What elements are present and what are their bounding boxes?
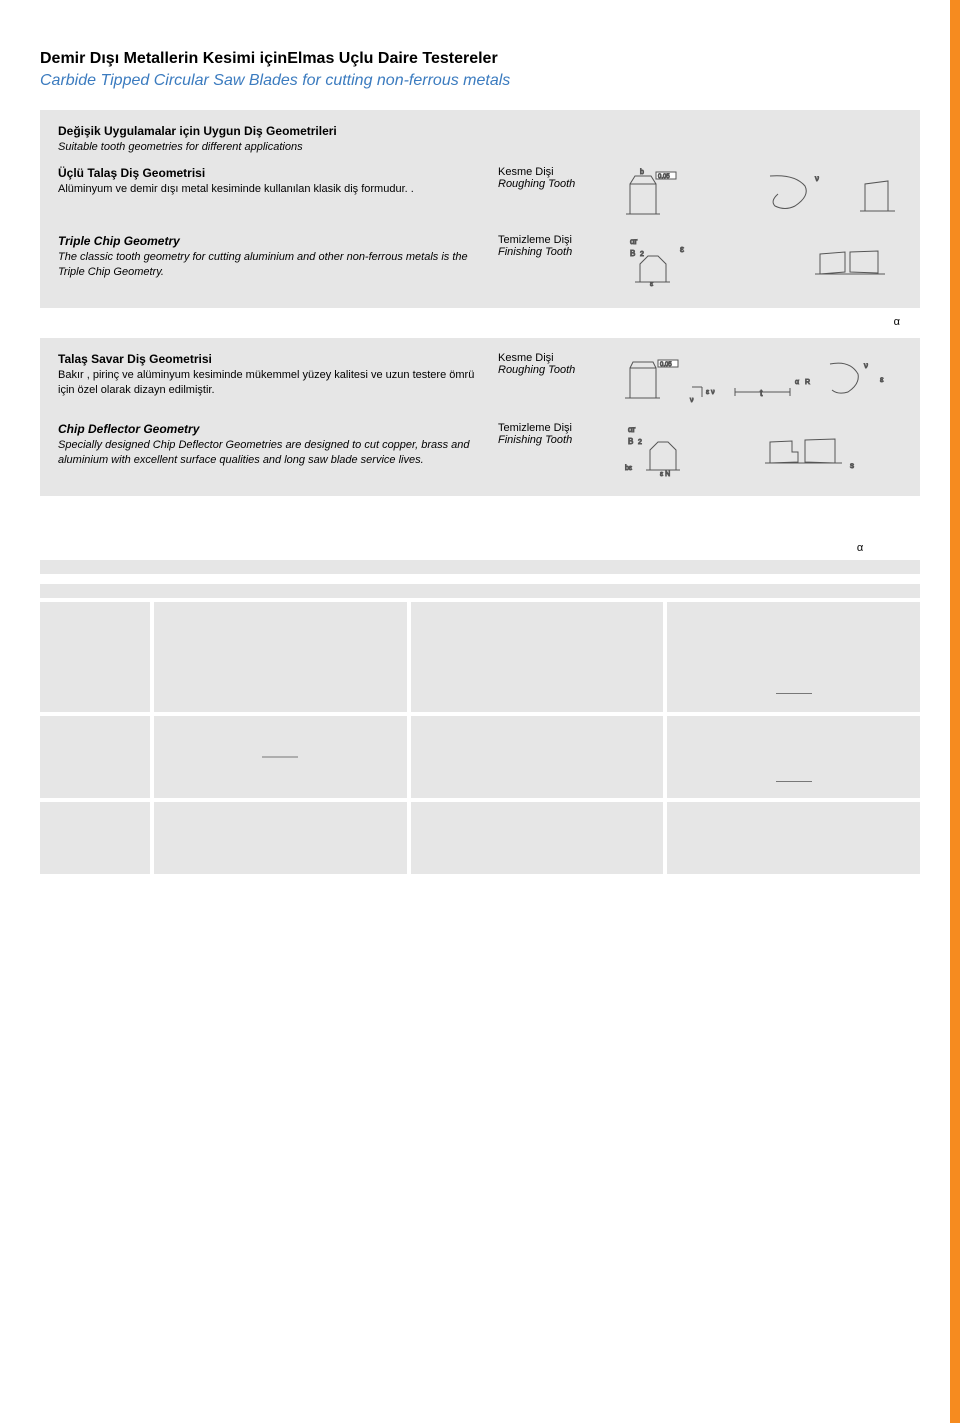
finishing-label-tr-2: Temizleme Dişi [498,422,618,434]
svg-text:ε N: ε N [660,471,670,477]
svg-text:ε ν: ε ν [706,389,715,396]
roughing-label-tr-2: Kesme Dişi [498,352,618,364]
svg-text:0.05: 0.05 [660,362,672,368]
svg-text:α: α [795,379,799,386]
alpha-mark-2: α [800,540,920,560]
svg-text:t: t [760,388,763,398]
page-title-en: Carbide Tipped Circular Saw Blades for c… [40,72,920,90]
finishing-label-1: Temizleme Dişi Finishing Tooth [498,234,618,294]
row-finishing-2: Chip Deflector Geometry Specially design… [58,422,902,482]
accent-bar [950,0,960,1423]
chip-deflector-body-en: Specially designed Chip Deflector Geomet… [58,438,486,467]
page-root: Demir Dışı Metallerin Kesimi içinElmas U… [0,0,960,1423]
finishing-label-tr-1: Temizleme Dişi [498,234,618,246]
chip-deflector-body-tr: Bakır , pirinç ve alüminyum kesiminde mü… [58,368,486,397]
roughing-label-en-2: Roughing Tooth [498,364,618,376]
roughing-label-en-1: Roughing Tooth [498,178,618,190]
diagram-finishing-1: αr B 2 ε ε [618,234,902,294]
svg-text:bε: bε [625,465,632,472]
triple-chip-en-block: Triple Chip Geometry The classic tooth g… [58,234,498,294]
svg-text:s: s [850,461,854,470]
roughing-tooth-svg-2: 0.05 t α R ν ε ν [618,352,902,407]
table-row-small [40,802,920,874]
table-cell [411,602,664,712]
rule-line-icon [776,781,812,782]
section-chip-deflector: Talaş Savar Diş Geometrisi Bakır , pirin… [40,338,920,496]
table-row-mid [40,716,920,798]
table-cell [154,602,407,712]
intro-title-tr: Değişik Uygulamalar için Uygun Diş Geome… [58,124,902,138]
triple-chip-title-tr: Üçlü Talaş Diş Geometrisi [58,166,486,180]
table-cell [40,602,150,712]
alpha-mark-1: α [40,312,920,338]
table-cell [154,716,407,798]
svg-text:ν: ν [690,397,694,404]
alpha-row-mid: α [40,540,920,560]
finishing-label-en-1: Finishing Tooth [498,246,618,258]
diagram-finishing-2: αr B 2 bε ε N s [618,422,902,482]
triple-chip-body-en: The classic tooth geometry for cutting a… [58,250,486,279]
svg-text:ν: ν [815,174,819,183]
table-cell [154,802,407,874]
row-finishing-1: Triple Chip Geometry The classic tooth g… [58,234,902,294]
gap-1 [40,500,920,540]
rule-line-icon [262,757,298,758]
svg-text:2: 2 [640,251,644,258]
table-cell [40,802,150,874]
page-title-tr: Demir Dışı Metallerin Kesimi içinElmas U… [40,50,920,68]
table-row-large [40,602,920,712]
finishing-label-2: Temizleme Dişi Finishing Tooth [498,422,618,482]
intro-title-en: Suitable tooth geometries for different … [58,140,902,154]
svg-text:αr: αr [630,237,638,246]
triple-chip-tr-block: Üçlü Talaş Diş Geometrisi Alüminyum ve d… [58,166,498,226]
diagram-roughing-2: 0.05 t α R ν ε ν [618,352,902,412]
svg-text:B: B [630,249,635,258]
chip-deflector-en-block: Chip Deflector Geometry Specially design… [58,422,498,482]
svg-text:αr: αr [628,425,636,434]
roughing-label-1: Kesme Dişi Roughing Tooth [498,166,618,226]
roughing-label-2: Kesme Dişi Roughing Tooth [498,352,618,412]
triple-chip-body-tr: Alüminyum ve demir dışı metal kesiminde … [58,182,486,196]
chip-deflector-title-tr: Talaş Savar Diş Geometrisi [58,352,486,366]
chip-deflector-tr-block: Talaş Savar Diş Geometrisi Bakır , pirin… [58,352,498,412]
svg-text:ν: ν [864,361,868,370]
table-cell [40,716,150,798]
table-cell [667,602,920,712]
table-header-bar-2 [40,584,920,598]
svg-text:ε: ε [680,244,684,254]
svg-text:b: b [640,169,644,176]
svg-text:ε: ε [650,281,653,288]
section-triple-chip: Değişik Uygulamalar için Uygun Diş Geome… [40,110,920,308]
finishing-tooth-svg-2: αr B 2 bε ε N s [618,422,902,477]
svg-text:R: R [805,379,810,386]
diagram-roughing-1: b 0.05 ν [618,166,902,226]
svg-text:2: 2 [638,439,642,446]
row-roughing-2: Talaş Savar Diş Geometrisi Bakır , pirin… [58,352,902,412]
table-cell [667,802,920,874]
roughing-label-tr-1: Kesme Dişi [498,166,618,178]
table-cell [411,716,664,798]
table-cell [667,716,920,798]
svg-text:B: B [628,437,633,446]
svg-text:0.05: 0.05 [658,174,670,180]
triple-chip-title-en: Triple Chip Geometry [58,234,486,248]
chip-deflector-title-en: Chip Deflector Geometry [58,422,486,436]
svg-text:ε: ε [880,375,884,384]
finishing-label-en-2: Finishing Tooth [498,434,618,446]
finishing-tooth-svg-1: αr B 2 ε ε [618,234,902,289]
table-header-bar-1 [40,560,920,574]
row-roughing-1: Üçlü Talaş Diş Geometrisi Alüminyum ve d… [58,166,902,226]
roughing-tooth-svg-1: b 0.05 ν [618,166,902,221]
table-cell [411,802,664,874]
rule-line-icon [776,693,812,694]
